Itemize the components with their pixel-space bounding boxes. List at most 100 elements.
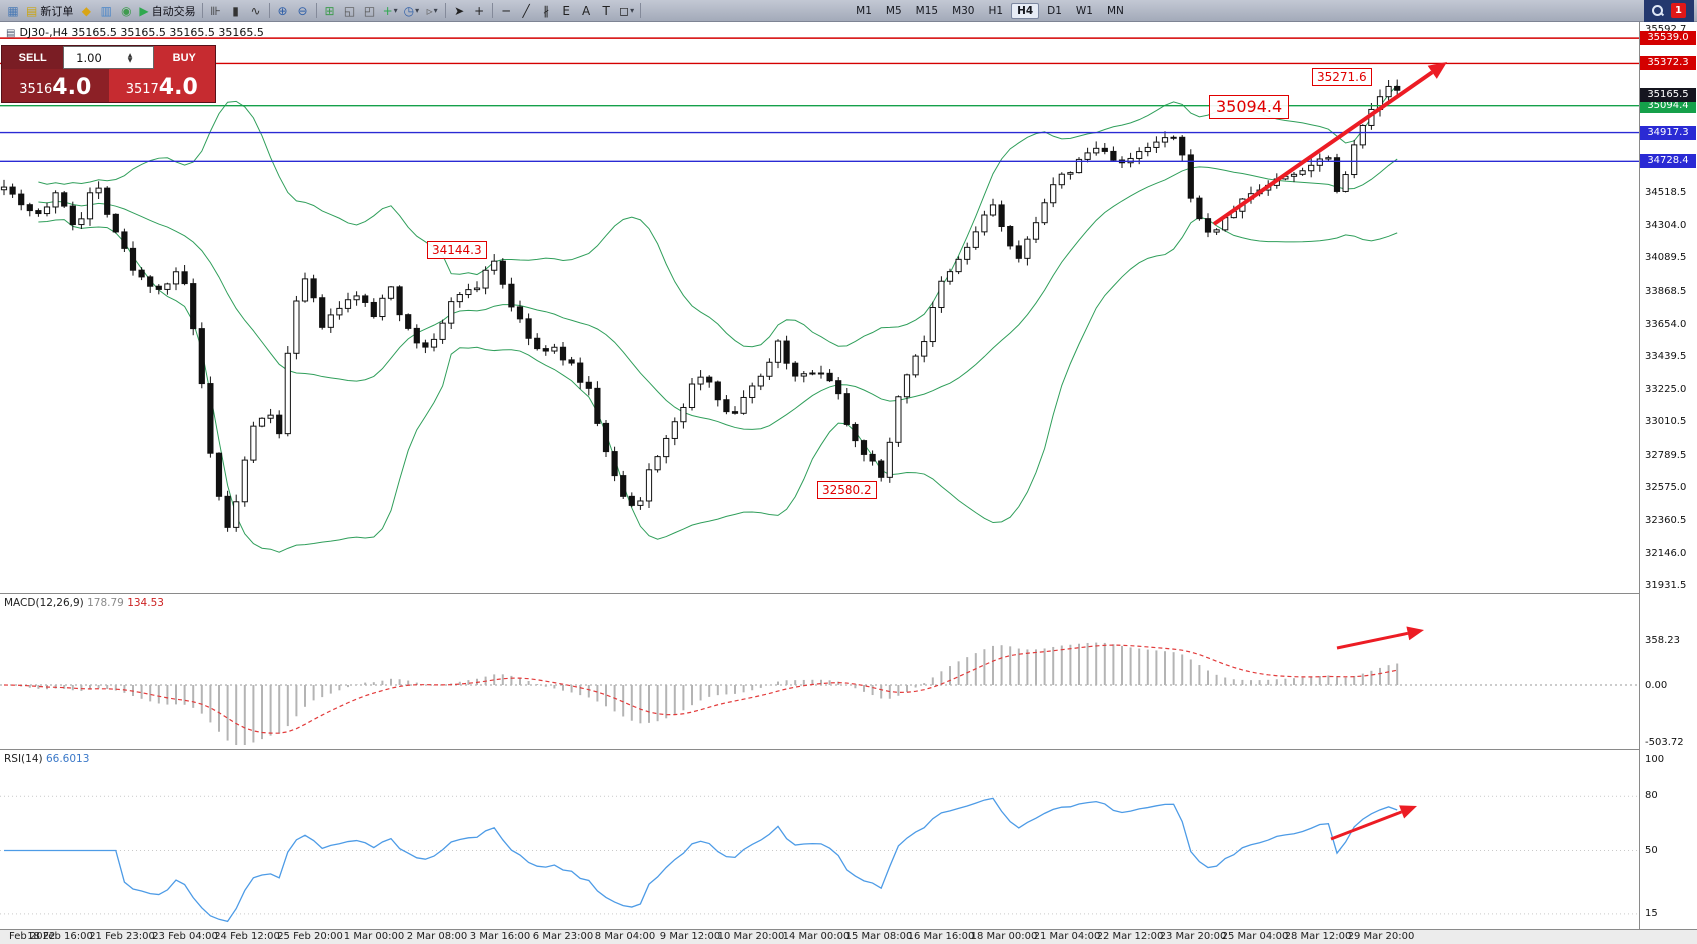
arrange-windows-icon[interactable]: ◰	[360, 2, 380, 20]
add-indicator-icon[interactable]: + ▾	[380, 2, 401, 20]
timeframe-h4[interactable]: H4	[1011, 2, 1040, 19]
time-label: 6 Mar 23:00	[532, 931, 594, 942]
price-tick: 33654.0	[1645, 318, 1687, 330]
new-order-button[interactable]: ▤ 新订单	[23, 2, 76, 20]
text-label-icon[interactable]: T	[596, 2, 616, 20]
time-label: 18 Feb 16:00	[27, 931, 93, 942]
macd-value: 178.79	[87, 597, 124, 609]
time-label: 16 Mar 16:00	[907, 931, 975, 942]
price-chart[interactable]	[0, 22, 1639, 929]
time-label: 28 Mar 12:00	[1284, 931, 1352, 942]
notification-badge[interactable]: 1	[1671, 3, 1686, 18]
rsi-axis-label: 15	[1645, 907, 1658, 919]
bid-prefix: 3516	[19, 82, 53, 97]
chart-window-icon[interactable]: ▦	[3, 2, 23, 20]
equidistant-channel-icon[interactable]: E	[556, 2, 576, 20]
price-annotation: 32580.2	[817, 481, 877, 499]
buy-button[interactable]: BUY	[153, 46, 215, 69]
toolbar-separator	[492, 3, 494, 18]
panel-divider[interactable]	[0, 593, 1697, 594]
toolbar-separator	[268, 3, 270, 18]
period-selector-icon[interactable]: ◷ ▾	[401, 2, 423, 20]
market-watch-icon: ◆	[81, 3, 91, 18]
toolbar-separator	[445, 3, 447, 18]
trendline-icon: ╱	[522, 3, 530, 18]
arrange-windows-icon: ◰	[363, 3, 376, 18]
toolbar-separator	[640, 3, 642, 18]
price-annotation: 35271.6	[1312, 68, 1372, 86]
crosshair-icon[interactable]: +	[469, 2, 489, 20]
price-tick: 32575.0	[1645, 482, 1687, 494]
timeframe-h1[interactable]: H1	[988, 4, 1004, 17]
tile-windows-icon: ⊞	[324, 3, 335, 18]
price-tick: 33868.5	[1645, 285, 1687, 297]
tile-windows-icon[interactable]: ⊞	[320, 2, 340, 20]
time-label: 8 Mar 04:00	[594, 931, 656, 942]
rsi-axis-label: 80	[1645, 790, 1658, 802]
timeframe-m5[interactable]: M5	[885, 4, 902, 17]
price-badge: 35165.5	[1640, 87, 1696, 102]
timeframe-m15[interactable]: M15	[915, 4, 939, 17]
timeframe-m1[interactable]: M1	[856, 4, 872, 17]
stepper-up-icon[interactable]: ▲	[127, 51, 133, 59]
channel-icon[interactable]: ∦	[536, 2, 556, 20]
time-label: 25 Feb 20:00	[277, 931, 343, 942]
data-window-icon: ▥	[100, 3, 113, 18]
panel-divider[interactable]	[0, 749, 1697, 750]
volume-input[interactable]: 1.00 ▲ ▼	[63, 46, 154, 69]
timeframe-mn[interactable]: MN	[1106, 4, 1124, 17]
zoom-in-icon: ⊕	[277, 3, 288, 18]
horizontal-line-icon[interactable]: ─	[496, 2, 516, 20]
cursor-icon[interactable]: ➤	[449, 2, 469, 20]
navigator-icon[interactable]: ◉	[116, 2, 136, 20]
price-axis[interactable]	[1639, 22, 1697, 929]
chart-shift-icon[interactable]: ▹ ▾	[422, 2, 442, 20]
cascade-windows-icon[interactable]: ◱	[340, 2, 360, 20]
channel-icon: ∦	[543, 3, 550, 18]
autotrade-button[interactable]: ▶ 自动交易	[136, 2, 198, 20]
bid-price[interactable]: 3516 4.0	[2, 69, 109, 102]
timeframe-d1[interactable]: D1	[1047, 4, 1062, 17]
bar-chart-icon[interactable]: ⊪	[206, 2, 226, 20]
trade-panel-quotes: 3516 4.0 3517 4.0	[2, 69, 215, 102]
time-label: 15 Mar 08:00	[845, 931, 913, 942]
dropdown-caret-icon: ▾	[393, 6, 398, 15]
time-label: 24 Feb 12:00	[214, 931, 280, 942]
timeframe-toolbar: M1 M5 M15 M30 H1 H4 D1 W1 MN	[849, 0, 1131, 22]
zoom-out-icon[interactable]: ⊖	[293, 2, 313, 20]
stepper-down-icon[interactable]: ▼	[127, 56, 133, 64]
macd-axis-label: 0.00	[1645, 680, 1668, 691]
price-tick: 32789.5	[1645, 449, 1687, 461]
time-label: 21 Feb 23:00	[89, 931, 155, 942]
horizontal-line-icon: ─	[502, 3, 510, 18]
time-axis[interactable]	[0, 929, 1697, 944]
price-badge: 35094.4	[1640, 98, 1696, 113]
toolbar-separator	[315, 3, 317, 18]
text-icon[interactable]: A	[576, 2, 596, 20]
candlestick-icon[interactable]: ▮	[226, 2, 246, 20]
search-icon[interactable]	[1652, 5, 1663, 16]
line-chart-icon[interactable]: ∿	[246, 2, 266, 20]
data-window-icon[interactable]: ▥	[96, 2, 116, 20]
timeframe-w1[interactable]: W1	[1075, 4, 1093, 17]
rsi-value: 66.6013	[45, 753, 90, 765]
timeframe-m30[interactable]: M30	[952, 4, 975, 17]
price-badge: 34728.4	[1640, 154, 1696, 169]
chart-shift-icon: ▹	[426, 3, 433, 18]
autotrade-button-label: 自动交易	[151, 4, 196, 18]
sell-button[interactable]: SELL	[2, 46, 64, 69]
shapes-icon: ◻	[619, 3, 630, 18]
trade-panel-controls: SELL 1.00 ▲ ▼ BUY	[2, 46, 215, 69]
chart-window-icon: ▦	[7, 3, 19, 18]
trendline-icon[interactable]: ╱	[516, 2, 536, 20]
shapes-icon[interactable]: ◻ ▾	[616, 2, 637, 20]
macd-label: MACD(12,26,9) 178.79 134.53	[4, 597, 164, 609]
chart-title: ▤ DJ30-,H4 35165.5 35165.5 35165.5 35165.…	[6, 26, 264, 39]
zoom-in-icon[interactable]: ⊕	[273, 2, 293, 20]
market-watch-icon[interactable]: ◆	[76, 2, 96, 20]
volume-stepper[interactable]: ▲ ▼	[110, 51, 151, 64]
cascade-windows-icon: ◱	[343, 3, 356, 18]
time-label: 25 Mar 04:00	[1221, 931, 1289, 942]
ask-price[interactable]: 3517 4.0	[108, 69, 215, 102]
